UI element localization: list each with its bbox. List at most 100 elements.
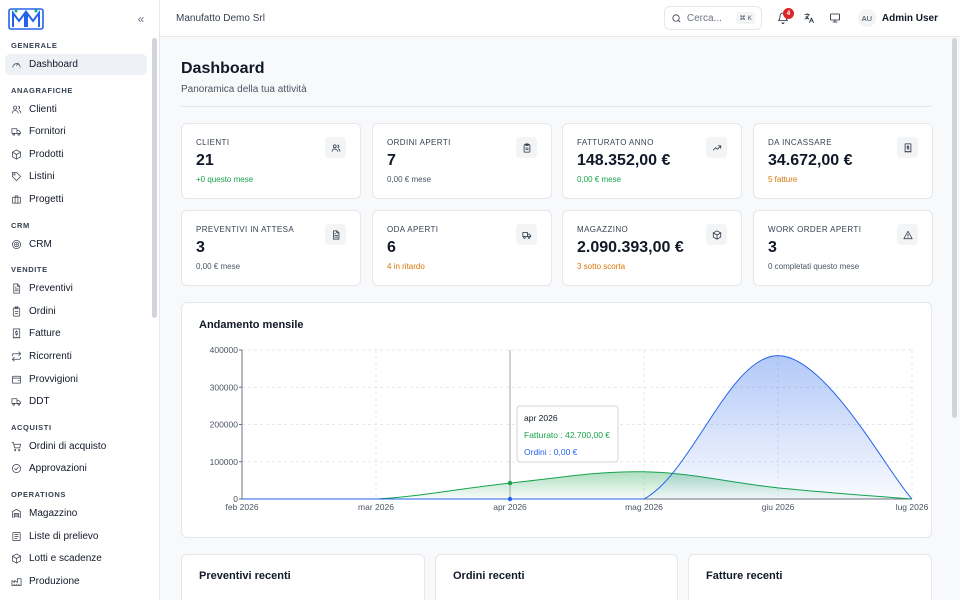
x-tick-label: mar 2026 (358, 502, 394, 512)
display-mode-button[interactable] (822, 5, 848, 31)
tooltip-line-fatturato: Fatturato : 42.700,00 € (524, 430, 610, 440)
kpi-label: ODA APERTI (387, 225, 439, 234)
main-scrollbar-thumb[interactable] (952, 38, 957, 418)
kpi-card-fatturato-anno[interactable]: FATTURATO ANNO 148.352,00 € 0,00 € mese (562, 123, 742, 199)
sidebar-item-produzione[interactable]: Produzione (5, 571, 147, 592)
collapse-sidebar-button[interactable]: « (137, 11, 145, 26)
sidebar-item-crm[interactable]: CRM (5, 234, 147, 255)
x-tick-label: apr 2026 (493, 502, 527, 512)
kpi-card-preventivi-in-attesa[interactable]: PREVENTIVI IN ATTESA 3 0,00 € mese (181, 210, 361, 286)
list-icon (11, 531, 22, 542)
users-icon (325, 137, 346, 158)
sidebar-nav: GENERALE Dashboard ANAGRAFICHE Clienti Forni… (0, 37, 159, 592)
users-icon (11, 105, 22, 114)
recent-quotes-title: Preventivi recenti (199, 570, 291, 582)
factory-icon (11, 578, 22, 586)
x-tick-label: giu 2026 (762, 502, 795, 512)
chart-card: 0 100000 200000 300000 400000 feb 2026 mar 202… (181, 302, 932, 538)
user-menu[interactable]: AU Admin User (857, 9, 938, 27)
sidebar-item-fornitori[interactable]: Fornitori (5, 121, 147, 142)
notifications-button[interactable]: 4 (770, 5, 796, 31)
translate-icon (804, 13, 814, 23)
search-placeholder: Cerca... (686, 12, 722, 24)
hover-dot-fatturato (507, 480, 513, 486)
sidebar-item-lotti-e-scadenze[interactable]: Lotti e scadenze (5, 548, 147, 569)
receipt-icon (897, 137, 918, 158)
warehouse-icon (11, 508, 22, 519)
briefcase-icon (12, 195, 21, 204)
kpi-card-clienti[interactable]: CLIENTI 21 +0 questo mese (181, 123, 361, 199)
page-title: Dashboard (181, 60, 265, 77)
kpi-card-work-order-aperti[interactable]: WORK ORDER APERTI 3 0 completati questo me… (753, 210, 933, 286)
sidebar-item-approvazioni[interactable]: Approvazioni (5, 458, 147, 479)
kpi-label: ORDINI APERTI (387, 138, 451, 147)
recent-orders-card: Ordini recenti (435, 554, 678, 600)
kpi-value: 3 (768, 239, 777, 256)
kpi-subtext: 3 sotto scorta (577, 262, 626, 271)
main-scrollbar[interactable] (952, 38, 958, 600)
package-icon (11, 553, 22, 564)
package-icon (712, 229, 721, 240)
recent-invoices-card: Fatture recenti (688, 554, 932, 600)
clipboard-icon (523, 142, 530, 153)
sidebar-item-label: Produzione (29, 575, 80, 587)
tooltip-title: apr 2026 (524, 413, 558, 423)
tooltip-box (516, 405, 619, 463)
search-icon (672, 13, 681, 22)
sidebar-item-magazzino[interactable]: Magazzino (5, 503, 147, 524)
recent-invoices-title: Fatture recenti (706, 570, 783, 582)
users-icon (11, 104, 22, 115)
tag-icon (11, 171, 22, 182)
sidebar-item-clienti[interactable]: Clienti (5, 99, 147, 120)
search-input[interactable]: Cerca... ⌘ K (663, 6, 762, 30)
sidebar-item-provvigioni[interactable]: Provvigioni (5, 369, 147, 390)
y-tick-label: 0 (233, 494, 238, 504)
language-button[interactable] (796, 5, 822, 31)
kpi-label: FATTURATO ANNO (577, 138, 654, 147)
list-icon (12, 531, 21, 541)
sidebar-item-listini[interactable]: Listini (5, 166, 147, 187)
sidebar-item-preventivi[interactable]: Preventivi (5, 278, 147, 299)
wallet-icon (12, 375, 21, 384)
kpi-card-oda-aperti[interactable]: ODA APERTI 6 4 in ritardo (372, 210, 552, 286)
target-icon (12, 239, 21, 249)
sidebar-item-ddt[interactable]: DDT (5, 391, 147, 412)
trending-up-icon (712, 145, 721, 150)
truck-icon (11, 128, 21, 136)
clipboard-icon (516, 137, 537, 158)
sidebar-item-ricorrenti[interactable]: Ricorrenti (5, 346, 147, 367)
sidebar-item-ordini-di-acquisto[interactable]: Ordini di acquisto (5, 436, 147, 457)
sidebar-scrollbar[interactable] (152, 38, 157, 318)
page-subtitle: Panoramica della tua attività (181, 84, 307, 95)
sidebar-item-label: Ricorrenti (29, 350, 72, 362)
recent-orders-title: Ordini recenti (453, 570, 525, 582)
kpi-label: DA INCASSARE (768, 138, 832, 147)
section-spacer (0, 212, 159, 220)
sidebar-item-dashboard[interactable]: Dashboard (5, 54, 147, 75)
kpi-value: 34.672,00 € (768, 152, 853, 169)
sidebar-item-liste-di-prelievo[interactable]: Liste di prelievo (5, 526, 147, 547)
check-circle-icon (12, 464, 21, 474)
brand-logo[interactable] (8, 7, 44, 31)
monthly-trend-chart[interactable]: 0 100000 200000 300000 400000 feb 2026 mar 202… (182, 303, 933, 539)
topbar: Manufatto Demo Srl Cerca... ⌘ K 4 AU Adm… (160, 0, 960, 37)
series-line-ordini (242, 355, 913, 500)
kpi-card-ordini-aperti[interactable]: ORDINI APERTI 7 0,00 € mese (372, 123, 552, 199)
sidebar-item-label: Preventivi (29, 283, 73, 295)
sidebar-item-label: Listini (29, 171, 55, 183)
file-text-icon (11, 283, 22, 294)
sidebar-item-label: Ordini (29, 305, 56, 317)
section-spacer (0, 481, 159, 489)
sidebar-item-ordini[interactable]: Ordini (5, 301, 147, 322)
file-text-icon (13, 283, 21, 294)
sidebar-section-title: ACQUISTI (11, 422, 52, 432)
sidebar-item-progetti[interactable]: Progetti (5, 189, 147, 210)
sidebar-item-prodotti[interactable]: Prodotti (5, 144, 147, 165)
truck-icon (521, 231, 531, 239)
kpi-card-da-incassare[interactable]: DA INCASSARE 34.672,00 € 5 fatture (753, 123, 933, 199)
sidebar-item-fatture[interactable]: Fatture (5, 323, 147, 344)
kpi-card-magazzino[interactable]: MAGAZZINO 2.090.393,00 € 3 sotto scorta (562, 210, 742, 286)
alert-triangle-icon (902, 230, 913, 239)
sidebar-item-label: Ordini di acquisto (29, 440, 107, 452)
sidebar-item-label: DDT (29, 396, 50, 408)
